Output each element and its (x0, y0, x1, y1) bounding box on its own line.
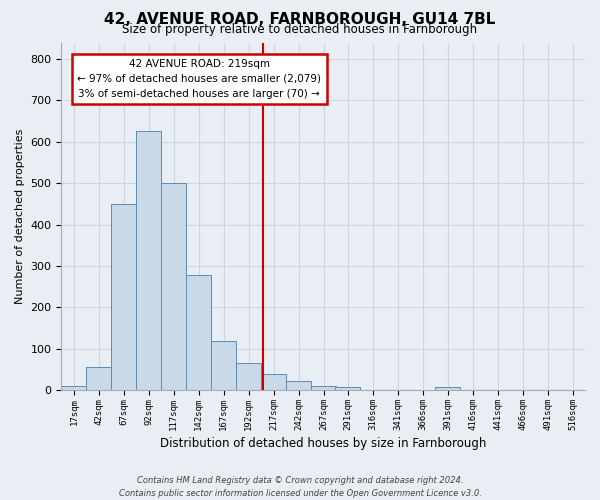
Text: Contains HM Land Registry data © Crown copyright and database right 2024.
Contai: Contains HM Land Registry data © Crown c… (119, 476, 481, 498)
Bar (187, 275, 211, 390)
Bar (311, 386, 336, 390)
Bar (286, 381, 311, 390)
Bar (211, 342, 236, 390)
X-axis label: Distribution of detached houses by size in Farnborough: Distribution of detached houses by size … (160, 437, 487, 450)
Bar (261, 374, 286, 390)
Bar (236, 364, 261, 390)
Bar (161, 183, 186, 390)
Bar (86, 366, 111, 390)
Bar (435, 388, 460, 390)
Bar (335, 388, 360, 390)
Text: Size of property relative to detached houses in Farnborough: Size of property relative to detached ho… (122, 22, 478, 36)
Bar (136, 132, 161, 390)
Text: 42 AVENUE ROAD: 219sqm
← 97% of detached houses are smaller (2,079)
3% of semi-d: 42 AVENUE ROAD: 219sqm ← 97% of detached… (77, 59, 321, 98)
Text: 42, AVENUE ROAD, FARNBOROUGH, GU14 7BL: 42, AVENUE ROAD, FARNBOROUGH, GU14 7BL (104, 12, 496, 28)
Y-axis label: Number of detached properties: Number of detached properties (15, 128, 25, 304)
Bar (112, 204, 136, 390)
Bar (61, 386, 86, 390)
